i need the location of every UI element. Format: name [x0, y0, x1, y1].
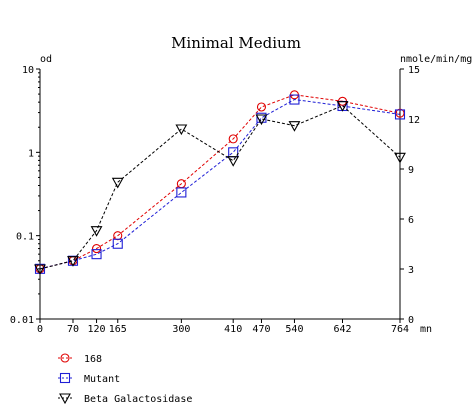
series-line — [39, 98, 401, 270]
x-axis-tick-label: 70 — [67, 324, 79, 335]
x-axis-tick-label: 0 — [37, 324, 43, 335]
x-axis-tick-label: 642 — [333, 324, 351, 335]
legend-label: Beta Galactosidase — [84, 394, 192, 405]
legend-label: Mutant — [84, 374, 120, 385]
data-point-circle — [228, 134, 238, 144]
legend-item: Beta Galactosidase — [58, 393, 192, 405]
x-axis-tick-label: 410 — [224, 324, 242, 335]
data-point-square — [228, 147, 239, 158]
x-axis-tick-label: 470 — [252, 324, 270, 335]
x-axis-tick-label: 120 — [88, 324, 106, 335]
legend-marker — [59, 393, 71, 405]
x-axis-label: mn — [420, 324, 432, 335]
legend-marker — [59, 372, 71, 384]
legend-item: Mutant — [58, 372, 120, 385]
right-axis-tick-label: 3 — [408, 265, 414, 276]
data-point-square — [289, 94, 300, 105]
data-point-triangle-down — [34, 264, 46, 276]
data-point-square — [176, 187, 187, 198]
series-0 — [35, 90, 405, 274]
data-point-square — [112, 238, 123, 249]
data-point-triangle-down — [227, 156, 240, 167]
x-axis-tick-label: 764 — [391, 324, 409, 335]
x-axis-tick-label: 540 — [285, 324, 303, 335]
data-point-circle — [91, 244, 102, 254]
data-point-circle — [256, 102, 267, 112]
series-line — [39, 105, 401, 270]
data-point-triangle-down — [111, 177, 124, 189]
x-axis-tick-label: 165 — [109, 324, 127, 335]
data-point-triangle-down — [90, 226, 103, 237]
x-axis-tick-label: 300 — [172, 324, 190, 335]
right-axis-tick-label: 6 — [408, 215, 414, 226]
right-axis-tick-label: 12 — [408, 115, 420, 126]
legend: 168 Mutant Beta Galactosidase — [58, 353, 192, 405]
right-axis-tick-label: 15 — [408, 65, 420, 76]
left-axis-tick-label: 0.1 — [16, 232, 34, 243]
series-line — [39, 94, 401, 270]
data-point-triangle-down — [288, 121, 301, 132]
data-point-triangle-down — [336, 101, 349, 112]
left-axis-tick-label: 0.01 — [10, 315, 34, 326]
data-point-triangle-down — [67, 256, 79, 267]
left-axis-tick-label: 1 — [28, 148, 34, 159]
series-1 — [34, 94, 406, 274]
right-axis-tick-label: 0 — [408, 315, 414, 326]
data-point-triangle-down — [255, 114, 268, 126]
data-point-triangle-down — [394, 152, 406, 164]
right-axis-label: nmole/min/mg — [400, 54, 472, 65]
legend-label: 168 — [84, 354, 102, 365]
data-point-square — [394, 109, 406, 120]
series-layer — [34, 90, 406, 276]
legend-item: 168 — [58, 353, 102, 365]
left-axis-label: od — [40, 54, 52, 65]
data-point-triangle-down — [175, 124, 188, 136]
data-point-square — [91, 249, 102, 260]
left-axis-tick-label: 10 — [22, 65, 34, 76]
legend-marker — [60, 353, 70, 363]
right-axis-tick-label: 9 — [408, 165, 414, 176]
series-2 — [34, 101, 406, 276]
data-point-square — [256, 112, 267, 123]
axes: 0.01 0.1 1 10 0 3 6 9 12 15 0 70 120 165 300 410 470 540 6… — [10, 65, 420, 335]
chart-title: Minimal Medium — [171, 34, 301, 52]
